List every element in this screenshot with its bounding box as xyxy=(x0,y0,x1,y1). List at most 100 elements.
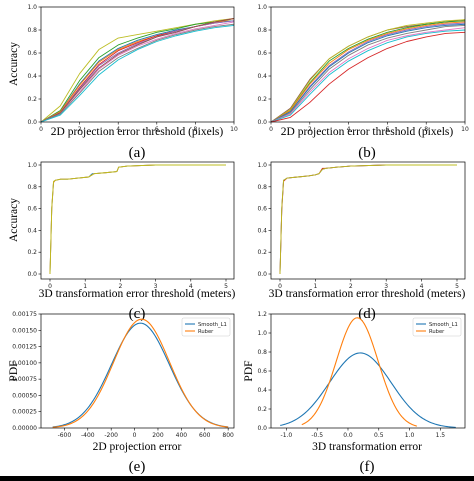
x-tick-label: 1 xyxy=(83,283,87,290)
series-line xyxy=(270,21,466,123)
x-tick-label: 0 xyxy=(133,432,137,439)
y-tick-label: 1.0 xyxy=(257,330,267,337)
x-tick-label: 1 xyxy=(313,283,317,290)
y-tick-label: 0.0 xyxy=(257,119,267,126)
series-line xyxy=(40,20,235,123)
x-tick-label: 0.0 xyxy=(343,432,353,439)
x-axis-label: 3D transformation error threshold (meter… xyxy=(269,288,466,300)
y-tick-label: 0.2 xyxy=(257,249,267,256)
series-line xyxy=(40,20,235,123)
x-tick-label: 2 xyxy=(78,126,82,133)
y-tick-label: 0.8 xyxy=(257,184,267,191)
x-tick-label: 6 xyxy=(155,126,159,133)
x-tick-label: 3 xyxy=(384,283,388,290)
series-line xyxy=(270,24,466,123)
y-tick-label: 0.2 xyxy=(257,96,267,103)
series-line xyxy=(40,18,235,123)
x-tick-label: 4 xyxy=(189,283,193,290)
y-tick-label: 0.0 xyxy=(257,425,267,432)
y-tick-label: 0.00025 xyxy=(12,409,37,416)
series-line xyxy=(279,164,457,275)
y-tick-label: 0.4 xyxy=(27,73,37,80)
x-tick-label: 4 xyxy=(116,126,120,133)
plot-frame xyxy=(270,6,466,123)
x-tick-label: 5 xyxy=(224,283,228,290)
x-tick-label: 0.5 xyxy=(374,432,384,439)
y-tick-label: 0.6 xyxy=(27,206,37,213)
x-tick-label: -0.5 xyxy=(311,432,323,439)
x-tick-label: 600 xyxy=(199,432,211,439)
x-tick-label: 0 xyxy=(278,283,282,290)
series-line xyxy=(52,322,229,428)
y-tick-label: 0.0 xyxy=(257,271,267,278)
y-tick-label: 0.4 xyxy=(257,227,267,234)
y-tick-label: 0.0 xyxy=(27,119,37,126)
panel-label: (e) xyxy=(129,459,146,475)
series-line xyxy=(270,22,466,123)
series-line xyxy=(49,164,226,275)
x-tick-label: -1.0 xyxy=(281,432,293,439)
series-line xyxy=(270,31,466,123)
series-line xyxy=(40,18,235,123)
panel-label: (a) xyxy=(129,145,146,161)
x-tick-label: 8 xyxy=(193,126,197,133)
x-tick-label: 200 xyxy=(152,432,164,439)
x-tick-label: 800 xyxy=(222,432,234,439)
chart-c: 0 1 2 3 4 5 0.0 0.2 0.4 0.6 0.8 1.0 3D transformatio… xyxy=(8,161,236,322)
series-line xyxy=(270,19,466,123)
x-tick-label: 0 xyxy=(48,283,52,290)
series-line xyxy=(40,23,235,123)
chart-d: 0 1 2 3 4 5 0.0 0.2 0.4 0.6 0.8 1.0 3D transformatio… xyxy=(257,161,466,322)
y-tick-label: 0.4 xyxy=(257,387,267,394)
series-line xyxy=(279,164,457,275)
chart-b: 0 2 4 6 8 10 0.0 0.2 0.4 0.6 0.8 1.0 2D projection e… xyxy=(257,4,469,161)
y-tick-label: 1.0 xyxy=(27,4,37,11)
y-tick-label: 0.2 xyxy=(27,96,37,103)
series-line xyxy=(280,352,456,428)
y-tick-label: 0.6 xyxy=(27,50,37,57)
x-tick-label: -600 xyxy=(58,432,72,439)
x-tick-label: 3 xyxy=(154,283,158,290)
y-tick-label: 0.8 xyxy=(257,27,267,34)
legend-label: Smooth_L1 xyxy=(198,322,227,328)
y-tick-label: 0.00150 xyxy=(12,327,37,334)
y-tick-label: 1.0 xyxy=(257,4,267,11)
legend-label: Ruber xyxy=(198,329,214,335)
y-tick-label: 1.0 xyxy=(257,162,267,169)
y-tick-label: 0.00100 xyxy=(12,360,37,367)
y-tick-label: 0.4 xyxy=(257,73,267,80)
x-tick-label: -200 xyxy=(104,432,118,439)
x-tick-label: 4 xyxy=(347,126,351,133)
series-line xyxy=(270,29,466,123)
x-tick-label: 8 xyxy=(424,126,428,133)
y-axis-label: PDF xyxy=(8,360,20,381)
chart-f: -1.0 -0.5 0.0 0.5 1.0 1.5 0.0 0.2 0.4 0.6 0.8 1.0 1.… xyxy=(243,311,466,475)
series-line xyxy=(40,21,235,123)
x-tick-label: 4 xyxy=(420,283,424,290)
x-tick-label: 2 xyxy=(349,283,353,290)
x-tick-label: 6 xyxy=(385,126,389,133)
plot-frame xyxy=(40,6,235,123)
y-tick-label: 0.00050 xyxy=(12,392,37,399)
series-line xyxy=(279,164,457,275)
series-line xyxy=(52,318,229,428)
y-tick-label: 0.2 xyxy=(27,249,37,256)
y-tick-label: 1.0 xyxy=(27,162,37,169)
series-line xyxy=(49,164,226,275)
x-tick-label: 0 xyxy=(269,126,273,133)
x-tick-label: 2 xyxy=(118,283,122,290)
y-axis-label: PDF xyxy=(243,360,255,381)
x-tick-label: 1.5 xyxy=(436,432,446,439)
y-tick-label: 0.8 xyxy=(27,27,37,34)
x-axis-label: 3D transformation error xyxy=(312,441,422,453)
x-tick-label: 400 xyxy=(176,432,188,439)
series-line xyxy=(40,20,235,123)
x-tick-label: 10 xyxy=(461,126,469,133)
series-line xyxy=(270,20,466,123)
y-tick-label: 0.6 xyxy=(257,368,267,375)
x-tick-label: -400 xyxy=(81,432,95,439)
y-tick-label: 0.00000 xyxy=(12,425,37,432)
